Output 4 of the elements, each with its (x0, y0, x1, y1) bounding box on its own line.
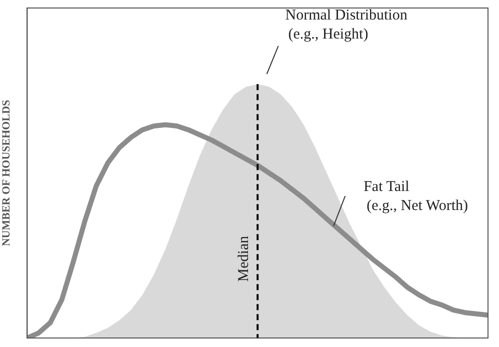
text: Median (236, 236, 252, 282)
y-axis-title: NUMBER OF HOUSEHOLDS (0, 100, 12, 246)
text: Normal Distribution (e.g., Height) (285, 7, 408, 42)
annotation: Fat Tail (e.g., Net Worth) (364, 179, 468, 214)
